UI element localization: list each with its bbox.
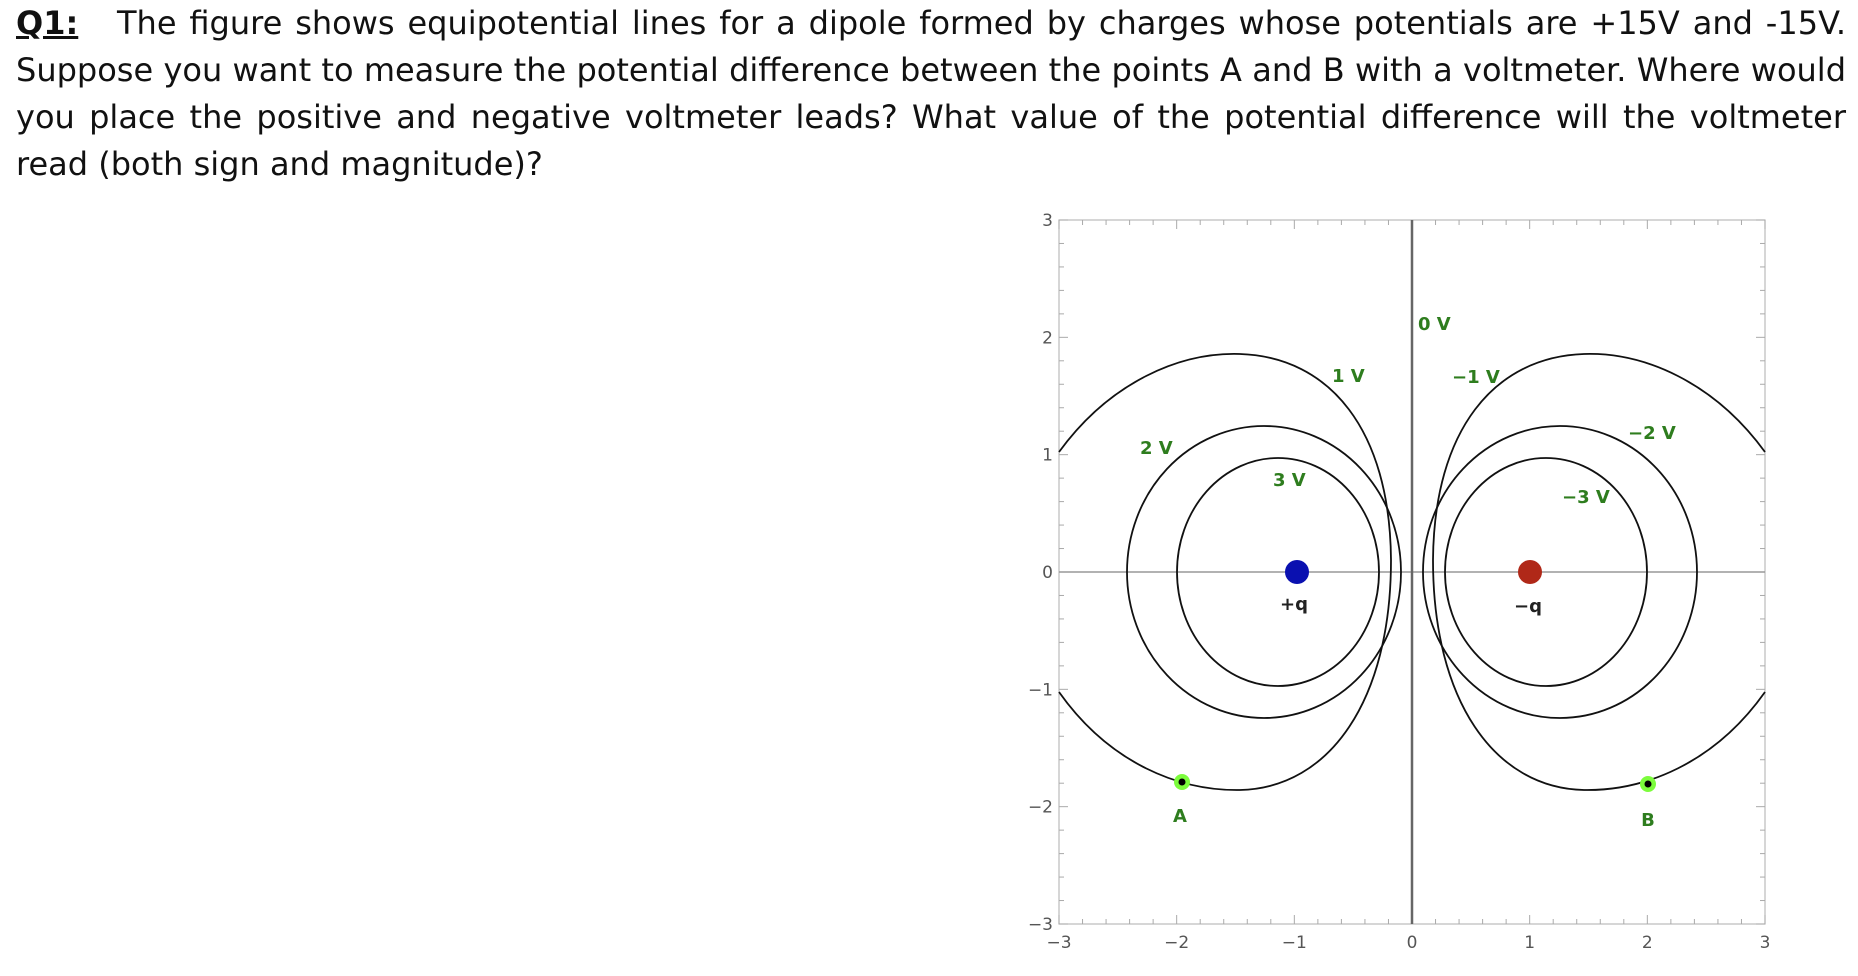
- equipotential-neg3v-right: [1444, 457, 1648, 687]
- label-3v: 3 V: [1273, 470, 1306, 491]
- positive-charge: [1285, 560, 1309, 584]
- x-tick-label: 3: [1760, 933, 1771, 953]
- y-tick-label: −3: [1028, 915, 1053, 935]
- point-a-label: A: [1173, 806, 1187, 827]
- equipotential-1v-left: [1058, 353, 1392, 791]
- point-a: [1174, 774, 1190, 790]
- minor-ticks: [1058, 219, 1766, 925]
- equipotential-right-group: [1422, 353, 1766, 791]
- question-label: Q1:: [16, 4, 79, 42]
- equipotential-neg2v-right: [1422, 425, 1698, 719]
- x-tick-label: 1: [1524, 933, 1535, 953]
- y-tick-label: −2: [1028, 798, 1053, 818]
- y-tick-labels: 3 2 1 0 −1 −2 −3: [1028, 211, 1053, 935]
- equipotential-left-group: [1058, 353, 1402, 791]
- x-tick-label: −2: [1164, 933, 1189, 953]
- x-tick-label: −1: [1282, 933, 1307, 953]
- y-tick-label: −1: [1028, 680, 1053, 700]
- y-tick-label: 3: [1042, 211, 1053, 231]
- question-body: The figure shows equipotential lines for…: [16, 4, 1847, 183]
- y-tick-label: 0: [1042, 563, 1053, 583]
- point-b-label: B: [1641, 810, 1655, 831]
- y-tick-label: 1: [1042, 446, 1053, 466]
- label-neg3v: −3 V: [1562, 487, 1610, 508]
- label-neg1v: −1 V: [1452, 367, 1500, 388]
- x-tick-label: −3: [1046, 933, 1071, 953]
- label-neg2v: −2 V: [1628, 423, 1676, 444]
- negative-charge-label: −q: [1514, 596, 1542, 617]
- negative-charge: [1518, 560, 1542, 584]
- point-b: [1640, 776, 1656, 792]
- positive-charge-label: +q: [1280, 594, 1308, 615]
- x-tick-label: 2: [1642, 933, 1653, 953]
- label-1v: 1 V: [1332, 366, 1365, 387]
- label-0v: 0 V: [1418, 314, 1451, 335]
- y-tick-label: 2: [1042, 328, 1053, 348]
- x-tick-labels: −3 −2 −1 0 1 2 3: [1046, 933, 1770, 953]
- label-2v: 2 V: [1140, 438, 1173, 459]
- equipotential-2v-left: [1126, 425, 1402, 719]
- question-text: Q1: The figure shows equipotential lines…: [16, 0, 1846, 188]
- equipotential-neg1v-right: [1432, 353, 1766, 791]
- x-tick-label: 0: [1407, 933, 1418, 953]
- equipotential-3v-left: [1176, 457, 1380, 687]
